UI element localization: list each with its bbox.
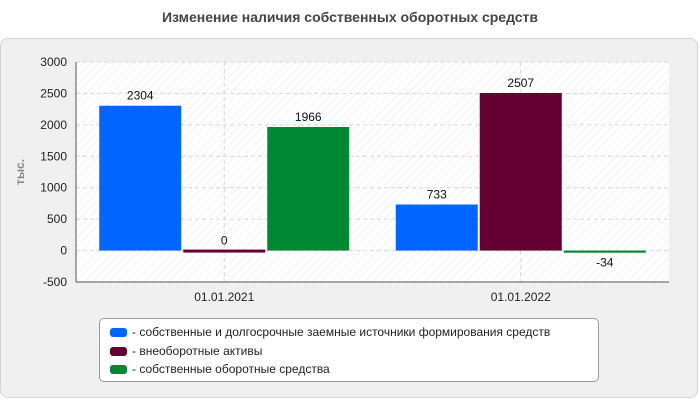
chart-legend: - собственные и долгосрочные заемные ист…: [99, 318, 599, 382]
legend-label: - собственные оборотные средства: [132, 362, 330, 376]
data-label: 2507: [507, 76, 534, 90]
legend-swatch: [110, 327, 127, 337]
bar: [479, 92, 562, 251]
y-axis-label: тыс.: [13, 159, 27, 185]
legend-item: - собственные и долгосрочные заемные ист…: [110, 323, 550, 341]
x-tick-label: 01.01.2021: [194, 290, 254, 304]
data-label: 1966: [295, 110, 322, 124]
legend-item: - собственные оборотные средства: [110, 360, 330, 378]
chart-title: Изменение наличия собственных оборотных …: [161, 9, 539, 25]
legend-label: - внеоборотные активы: [132, 344, 263, 358]
bar: [183, 249, 266, 253]
y-tick-label: 500: [47, 212, 67, 226]
y-tick-label: 1000: [40, 181, 67, 195]
bar: [395, 204, 478, 251]
data-label: 0: [221, 234, 228, 248]
x-tick-label: 01.01.2022: [491, 290, 551, 304]
y-tick-label: 2000: [40, 118, 67, 132]
legend-item: - внеоборотные активы: [110, 342, 262, 360]
bar: [267, 126, 350, 251]
data-label: -34: [596, 256, 614, 270]
y-tick-label: 1500: [40, 149, 67, 163]
bar: [99, 105, 182, 251]
data-label: 2304: [127, 89, 154, 103]
y-tick-label: 2500: [40, 86, 67, 100]
legend-label: - собственные и долгосрочные заемные ист…: [132, 325, 551, 339]
legend-swatch: [110, 364, 127, 374]
legend-swatch: [110, 346, 127, 356]
y-tick-label: -500: [43, 275, 67, 289]
bar: [563, 250, 646, 253]
data-label: 733: [427, 187, 447, 201]
y-tick-label: 3000: [40, 55, 67, 69]
y-tick-label: 0: [60, 244, 67, 258]
